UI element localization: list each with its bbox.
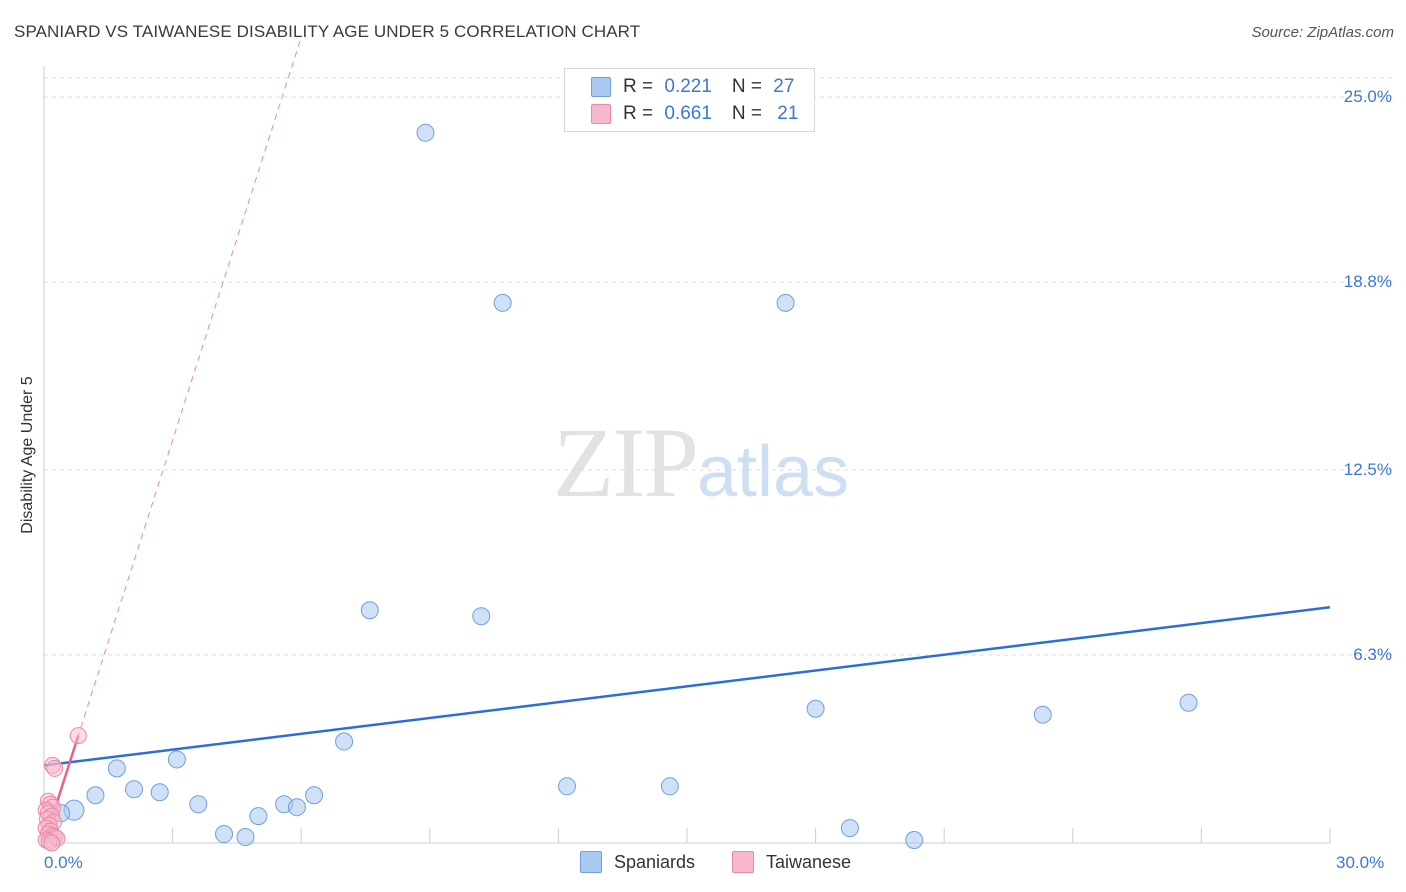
data-point-spaniards — [1033, 705, 1052, 724]
data-point-spaniards — [150, 783, 169, 802]
legend-item-spaniards[interactable]: Spaniards — [580, 851, 695, 873]
data-point-spaniards — [335, 732, 354, 751]
legend-n-value: 21 — [777, 103, 799, 124]
watermark: ZIPatlas — [553, 405, 849, 520]
data-point-spaniards — [236, 828, 255, 847]
data-point-spaniards — [86, 786, 105, 805]
legend-r-value: 0.661 — [664, 103, 712, 124]
correlation-legend: R = 0.221 N = 27 R = 0.661 N = 21 — [564, 68, 815, 132]
trend-lines — [42, 37, 1331, 844]
legend-n-label: N = — [731, 103, 768, 124]
swatch-taiwanese — [732, 851, 754, 873]
legend-label-spaniards: Spaniards — [614, 851, 696, 872]
series-legend: Spaniards Taiwanese — [0, 851, 1406, 877]
data-point-spaniards — [416, 123, 435, 142]
legend-r-value: 0.221 — [664, 76, 712, 97]
data-point-spaniards — [249, 807, 268, 826]
trend-line-spaniards — [43, 606, 1331, 767]
y-tick-label: 25.0% — [1343, 87, 1392, 106]
legend-swatch-taiwanese — [591, 104, 611, 124]
legend-row-spaniards: R = 0.221 N = 27 — [565, 74, 794, 100]
data-point-spaniards — [189, 795, 208, 814]
swatch-spaniards — [580, 851, 602, 873]
data-point-spaniards — [493, 293, 512, 312]
data-point-spaniards — [287, 798, 306, 817]
watermark-zip: ZIP — [553, 407, 699, 518]
y-tick-label: 6.3% — [1353, 645, 1392, 664]
grid-lines — [44, 77, 1392, 656]
legend-r-label: R = — [623, 76, 659, 97]
data-point-spaniards — [776, 293, 795, 312]
y-tick-label: 18.8% — [1343, 272, 1392, 291]
source-label: Source: ZipAtlas.com — [1251, 24, 1394, 41]
data-point-spaniards — [806, 699, 825, 718]
data-point-spaniards — [660, 777, 679, 796]
legend-r-label: R = — [623, 103, 659, 124]
legend-label-taiwanese: Taiwanese — [766, 851, 852, 872]
data-point-taiwanese — [43, 834, 61, 852]
data-point-spaniards — [167, 750, 186, 769]
x-tick-label-max: 30.0% — [1336, 853, 1385, 872]
data-point-spaniards — [840, 819, 859, 838]
data-point-spaniards — [107, 759, 126, 778]
data-point-spaniards — [125, 780, 144, 799]
data-point-spaniards — [215, 825, 234, 844]
legend-n-value: 27 — [773, 76, 795, 97]
data-point-spaniards — [1179, 693, 1198, 712]
data-point-spaniards — [905, 831, 924, 850]
data-point-spaniards — [472, 607, 491, 626]
data-point-taiwanese — [69, 727, 87, 745]
data-points — [37, 123, 1198, 852]
legend-row-taiwanese: R = 0.661 N = 21 — [565, 101, 798, 127]
data-point-spaniards — [557, 777, 576, 796]
legend-item-taiwanese[interactable]: Taiwanese — [732, 851, 851, 873]
y-tick-label: 12.5% — [1343, 460, 1392, 479]
trend-line-taiwanese-extended — [43, 37, 302, 844]
chart-title: SPANIARD VS TAIWANESE DISABILITY AGE UND… — [14, 22, 641, 41]
x-tick-label-min: 0.0% — [44, 853, 83, 872]
data-point-spaniards — [305, 786, 324, 805]
data-point-taiwanese — [46, 759, 64, 777]
legend-swatch-spaniards — [591, 77, 611, 97]
watermark-atlas: atlas — [697, 432, 850, 512]
data-point-spaniards — [360, 601, 379, 620]
axes — [43, 66, 1331, 844]
legend-n-label: N = — [731, 76, 768, 97]
